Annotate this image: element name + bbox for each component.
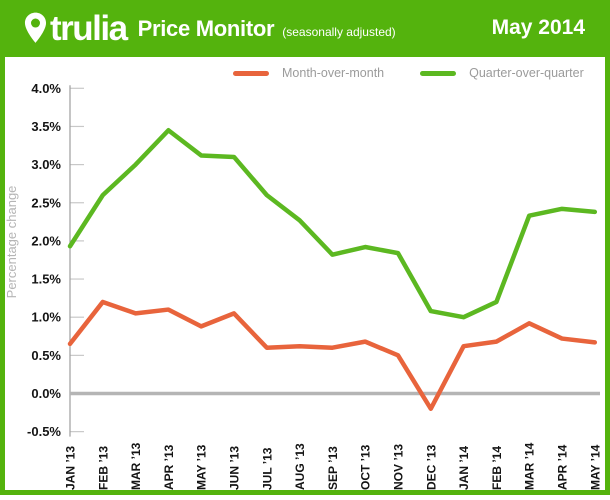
y-tick-label: 2.0% xyxy=(31,233,61,248)
qoq-line xyxy=(67,128,598,320)
y-tick-label: 3.5% xyxy=(31,119,61,134)
y-tick-label: -0.5% xyxy=(27,424,61,439)
y-tick-label: 2.5% xyxy=(31,195,61,210)
y-tick-label: 1.5% xyxy=(31,272,61,287)
report-date: May 2014 xyxy=(491,16,585,39)
y-tick-label: 3.0% xyxy=(31,157,61,172)
logo-wordmark: trulia xyxy=(50,9,128,48)
x-tick-label: SEP ’13 xyxy=(326,446,340,490)
x-tick-label: JAN ’14 xyxy=(457,446,471,490)
y-tick-label: 0.5% xyxy=(31,348,61,363)
x-tick-label: AUG ’13 xyxy=(293,443,307,490)
map-pin-icon xyxy=(24,12,47,43)
x-tick-label: APR ’13 xyxy=(162,444,176,490)
legend-item-qoq: Quarter-over-quarter xyxy=(420,66,584,80)
page-subtitle: (seasonally adjusted) xyxy=(282,24,396,39)
qoq-line-swatch xyxy=(420,70,457,76)
x-tick-label: JAN ’13 xyxy=(64,446,78,490)
qoq-legend-label: Quarter-over-quarter xyxy=(469,66,584,80)
page-title: Price Monitor xyxy=(137,15,275,41)
x-tick-label: MAY ’13 xyxy=(195,444,209,490)
x-tick-label: NOV ’13 xyxy=(392,444,406,490)
x-tick-label: JUL ’13 xyxy=(260,447,274,490)
x-tick-label: DEC ’13 xyxy=(424,444,438,490)
x-tick-label: FEB ’13 xyxy=(96,446,110,490)
x-tick-label: FEB ’14 xyxy=(490,446,504,490)
frame-border-left xyxy=(0,0,5,495)
legend-item-mom: Month-over-month xyxy=(233,66,384,80)
mom-legend-label: Month-over-month xyxy=(282,66,385,80)
y-tick-label: 4.0% xyxy=(31,81,61,96)
trulia-logo: trulia xyxy=(24,9,128,48)
mom-line-swatch xyxy=(233,70,269,76)
y-tick-label: 0.0% xyxy=(31,386,61,401)
x-tick-label: MAR ’14 xyxy=(523,442,537,490)
x-tick-label: OCT ’13 xyxy=(359,444,373,490)
y-axis-title: Percentage change xyxy=(4,186,19,299)
x-tick-label: APR ’14 xyxy=(556,444,570,490)
chart-legend: Month-over-month Quarter-over-quarter xyxy=(233,66,584,80)
x-tick-label: JUN ’13 xyxy=(228,446,242,490)
frame-border-right xyxy=(605,0,610,495)
y-tick-label: 1.0% xyxy=(31,310,61,325)
x-tick-label: MAR ’13 xyxy=(129,442,143,490)
x-tick-label: MAY ’14 xyxy=(588,444,602,490)
frame-border-bottom xyxy=(0,490,610,495)
mom-line xyxy=(67,299,598,412)
header-bar: trulia Price Monitor (seasonally adjuste… xyxy=(0,0,610,57)
